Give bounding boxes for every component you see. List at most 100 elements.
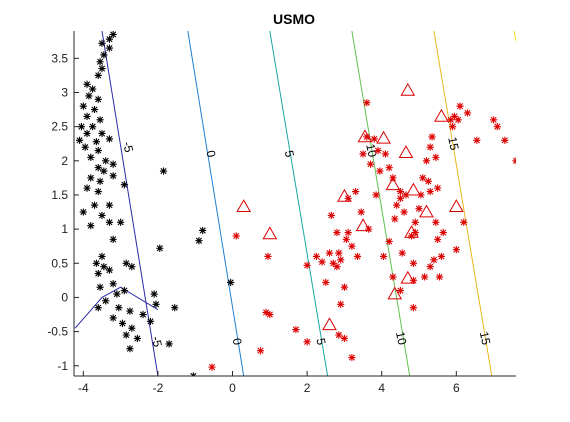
- star-point: [262, 308, 270, 317]
- star-point: [493, 123, 501, 131]
- star-point: [94, 187, 102, 196]
- star-point: [105, 218, 114, 226]
- star-point: [156, 244, 164, 252]
- star-point: [396, 287, 404, 295]
- star-point: [348, 353, 356, 362]
- star-point: [335, 249, 343, 257]
- star-point: [87, 153, 95, 161]
- star-point: [232, 232, 240, 240]
- star-point: [122, 331, 130, 339]
- contour-label: -5: [120, 140, 136, 154]
- star-point: [415, 205, 423, 213]
- star-point: [94, 71, 102, 80]
- star-point: [422, 157, 431, 165]
- y-tick-label: 3.5: [51, 51, 68, 65]
- star-point: [447, 116, 455, 124]
- star-point: [370, 135, 378, 143]
- star-point: [165, 340, 173, 348]
- star-point: [126, 345, 134, 353]
- axes: -4 -2 0 2 4 6 -1 -0.5 0 0.5 1 1.5 2 2.5 3 3.5: [47, 31, 516, 395]
- star-point: [256, 347, 265, 355]
- contour-label: 10: [363, 142, 380, 158]
- triangle-point: [419, 204, 434, 218]
- contour-label: 0: [230, 337, 245, 347]
- star-point: [344, 228, 352, 237]
- star-point: [340, 334, 349, 343]
- star-point: [109, 31, 117, 39]
- y-tick-label: -1: [57, 359, 68, 373]
- star-point: [337, 300, 345, 308]
- star-point: [128, 263, 136, 271]
- contour-line: [101, 31, 159, 376]
- star-point: [195, 237, 203, 245]
- star-point: [89, 123, 97, 131]
- contour-label: 15: [445, 136, 462, 152]
- star-point: [117, 218, 125, 226]
- x-tick-label: 2: [304, 381, 311, 395]
- star-point: [417, 191, 425, 199]
- star-point: [227, 278, 235, 287]
- star-point: [85, 92, 93, 100]
- star-point: [376, 167, 384, 175]
- star-point: [115, 304, 123, 312]
- star-point: [83, 129, 91, 138]
- star-point: [426, 187, 434, 196]
- star-point: [348, 242, 356, 250]
- triangle-point: [262, 226, 278, 240]
- star-point: [96, 58, 104, 66]
- star-point: [120, 181, 128, 189]
- star-point: [98, 211, 106, 220]
- star-point: [374, 146, 382, 155]
- star-point: [419, 174, 427, 182]
- star-point: [105, 135, 114, 143]
- star-point: [381, 150, 390, 158]
- star-point: [105, 266, 114, 274]
- star-point: [409, 259, 418, 267]
- star-point: [77, 123, 86, 131]
- star-point: [79, 102, 87, 110]
- star-point: [402, 191, 410, 199]
- y-tick-label: 2.5: [51, 120, 68, 134]
- star-point: [463, 109, 472, 117]
- star-point: [450, 112, 459, 120]
- star-point: [109, 280, 117, 288]
- triangle-point: [376, 130, 391, 144]
- star-point: [98, 39, 106, 47]
- star-point: [98, 64, 106, 73]
- star-point: [89, 85, 97, 93]
- star-point: [363, 99, 371, 107]
- star-point: [120, 287, 128, 295]
- star-point: [385, 237, 393, 246]
- star-point: [87, 222, 95, 230]
- star-point: [335, 331, 343, 339]
- star-point: [94, 269, 102, 278]
- star-point: [434, 235, 442, 243]
- triangle-point: [400, 82, 416, 96]
- star-point: [264, 252, 272, 261]
- star-point: [327, 211, 335, 220]
- triangle-point: [322, 317, 337, 331]
- star-point: [435, 273, 444, 281]
- star-point: [352, 187, 360, 196]
- star-point: [100, 167, 108, 175]
- star-point: [490, 116, 498, 124]
- contour-line: [513, 31, 516, 42]
- star-point: [396, 194, 404, 202]
- contour-labels: -5 -5 0 0 5 5 10 10 15 15: [120, 136, 493, 349]
- star-point: [133, 334, 142, 343]
- star-point: [409, 304, 418, 312]
- star-point: [448, 123, 457, 131]
- triangle-point: [387, 286, 403, 300]
- star-point: [171, 304, 179, 312]
- star-point: [102, 157, 110, 165]
- star-point: [126, 307, 134, 315]
- star-point: [96, 283, 104, 291]
- star-point: [512, 157, 516, 165]
- star-point: [452, 246, 460, 254]
- star-point: [333, 263, 341, 271]
- star-point: [426, 143, 434, 151]
- star-point: [439, 228, 447, 237]
- triangle-point: [385, 177, 401, 191]
- contour-label: 5: [313, 337, 328, 347]
